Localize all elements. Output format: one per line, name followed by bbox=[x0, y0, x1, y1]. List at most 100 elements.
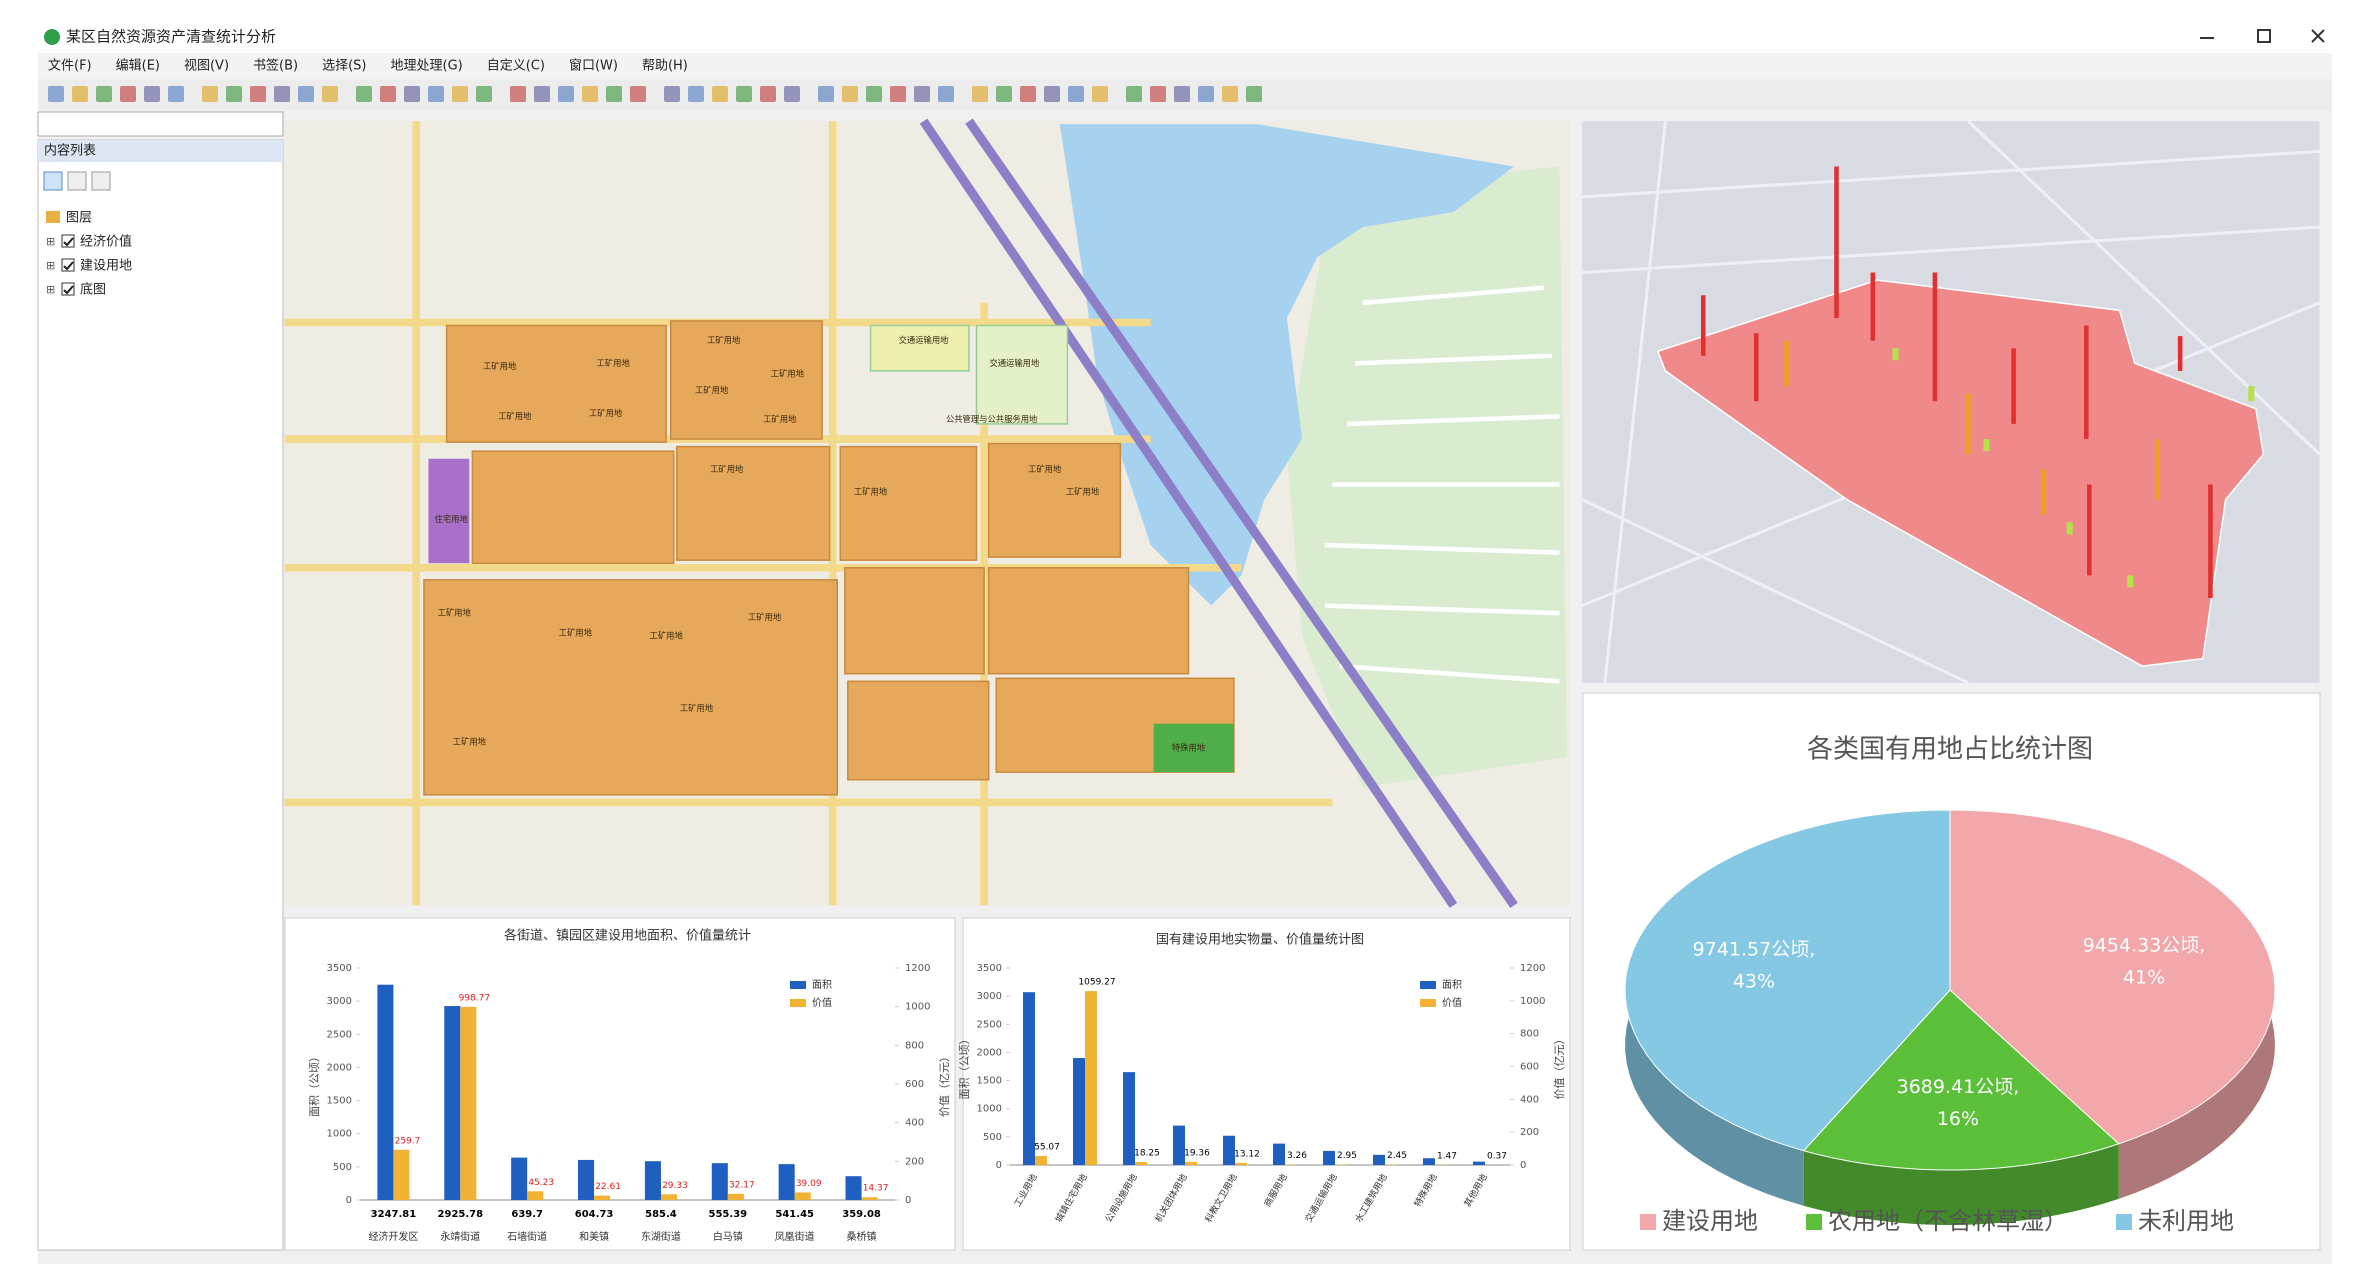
tool-button[interactable] bbox=[1222, 86, 1238, 102]
tool-button[interactable] bbox=[120, 86, 136, 102]
menu-item[interactable]: 地理处理(G) bbox=[391, 59, 463, 74]
pie-slice[interactable] bbox=[1624, 809, 1951, 1152]
toc-tab[interactable] bbox=[43, 171, 63, 191]
tool-button[interactable] bbox=[736, 86, 752, 102]
tool-button[interactable] bbox=[452, 86, 468, 102]
menu-item[interactable]: 窗口(W) bbox=[569, 58, 618, 74]
tool-button[interactable] bbox=[1246, 86, 1262, 102]
tool-button[interactable] bbox=[428, 86, 444, 102]
bar[interactable] bbox=[1285, 1164, 1297, 1165]
tool-button[interactable] bbox=[914, 86, 930, 102]
bar[interactable] bbox=[460, 1006, 477, 1200]
tool-button[interactable] bbox=[168, 86, 184, 102]
tool-button[interactable] bbox=[356, 86, 372, 102]
tool-button[interactable] bbox=[274, 86, 290, 102]
bar[interactable] bbox=[845, 1176, 862, 1200]
tool-button[interactable] bbox=[380, 86, 396, 102]
parcel[interactable] bbox=[471, 450, 675, 564]
tool-button[interactable] bbox=[890, 86, 906, 102]
bar[interactable] bbox=[778, 1164, 795, 1200]
menu-item[interactable]: 编辑(E) bbox=[116, 59, 160, 74]
tool-button[interactable] bbox=[784, 86, 800, 102]
tool-button[interactable] bbox=[938, 86, 954, 102]
tool-button[interactable] bbox=[712, 86, 728, 102]
bar[interactable] bbox=[1473, 1161, 1485, 1165]
bar[interactable] bbox=[377, 984, 394, 1200]
tool-button[interactable] bbox=[1068, 86, 1084, 102]
tool-button[interactable] bbox=[144, 86, 160, 102]
tool-button[interactable] bbox=[226, 86, 242, 102]
tool-button[interactable] bbox=[688, 86, 704, 102]
restore-button[interactable] bbox=[2257, 29, 2271, 43]
tool-button[interactable] bbox=[250, 86, 266, 102]
menu-item[interactable]: 视图(V) bbox=[184, 59, 229, 74]
bar[interactable] bbox=[1235, 1162, 1247, 1165]
bar[interactable] bbox=[1073, 1058, 1085, 1165]
tool-button[interactable] bbox=[630, 86, 646, 102]
tool-button[interactable] bbox=[1174, 86, 1190, 102]
pie-slice[interactable] bbox=[1949, 809, 2276, 1145]
parcel[interactable] bbox=[676, 445, 831, 561]
menu-item[interactable]: 书签(B) bbox=[253, 58, 298, 74]
tool-button[interactable] bbox=[664, 86, 680, 102]
tool-button[interactable] bbox=[72, 86, 88, 102]
tool-button[interactable] bbox=[48, 86, 64, 102]
tool-button[interactable] bbox=[760, 86, 776, 102]
bar[interactable] bbox=[1123, 1072, 1135, 1165]
bar[interactable] bbox=[1173, 1125, 1185, 1165]
tool-button[interactable] bbox=[322, 86, 338, 102]
menu-item[interactable]: 选择(S) bbox=[322, 59, 366, 74]
tool-button[interactable] bbox=[510, 86, 526, 102]
bar[interactable] bbox=[1273, 1143, 1285, 1165]
parcel[interactable] bbox=[844, 566, 985, 675]
tool-button[interactable] bbox=[842, 86, 858, 102]
parcel-transport[interactable] bbox=[975, 324, 1069, 425]
pie-slice[interactable] bbox=[1802, 989, 2120, 1171]
tool-button[interactable] bbox=[558, 86, 574, 102]
bar[interactable] bbox=[660, 1194, 677, 1200]
layer-name[interactable]: 建设用地 bbox=[80, 259, 132, 274]
tool-button[interactable] bbox=[866, 86, 882, 102]
tool-button[interactable] bbox=[606, 86, 622, 102]
tool-button[interactable] bbox=[1126, 86, 1142, 102]
parcel[interactable] bbox=[987, 442, 1122, 558]
bar[interactable] bbox=[1423, 1158, 1435, 1165]
layer-name[interactable]: 底图 bbox=[80, 282, 106, 298]
tool-button[interactable] bbox=[298, 86, 314, 102]
layer-name[interactable]: 图层 bbox=[66, 211, 92, 226]
parcel[interactable] bbox=[987, 566, 1190, 675]
bar[interactable] bbox=[393, 1149, 410, 1200]
tool-button[interactable] bbox=[1044, 86, 1060, 102]
bar[interactable] bbox=[1035, 1155, 1047, 1165]
parcel-special[interactable] bbox=[428, 458, 470, 564]
tool-button[interactable] bbox=[1198, 86, 1214, 102]
parcel-green[interactable] bbox=[1153, 723, 1234, 773]
parcel[interactable] bbox=[839, 445, 978, 561]
tool-button[interactable] bbox=[996, 86, 1012, 102]
tool-button[interactable] bbox=[534, 86, 550, 102]
bar[interactable] bbox=[511, 1157, 528, 1200]
tool-button[interactable] bbox=[404, 86, 420, 102]
bar[interactable] bbox=[1323, 1150, 1335, 1165]
parcel-transport[interactable] bbox=[869, 324, 970, 372]
bar[interactable] bbox=[1185, 1161, 1197, 1165]
bar[interactable] bbox=[794, 1192, 811, 1200]
close-button[interactable] bbox=[2311, 29, 2325, 43]
parcel[interactable] bbox=[847, 680, 990, 781]
bar[interactable] bbox=[594, 1195, 611, 1200]
bar[interactable] bbox=[711, 1163, 728, 1200]
bar[interactable] bbox=[578, 1159, 595, 1200]
bar[interactable] bbox=[861, 1197, 878, 1200]
parcel[interactable] bbox=[423, 579, 838, 796]
menu-item[interactable]: 文件(F) bbox=[48, 59, 92, 74]
parcel[interactable] bbox=[445, 324, 667, 443]
tool-button[interactable] bbox=[1020, 86, 1036, 102]
tool-button[interactable] bbox=[1150, 86, 1166, 102]
bar[interactable] bbox=[1085, 991, 1097, 1165]
menu-item[interactable]: 帮助(H) bbox=[642, 59, 688, 74]
toc-tab[interactable] bbox=[91, 171, 111, 191]
menu-item[interactable]: 自定义(C) bbox=[487, 59, 545, 74]
bar[interactable] bbox=[644, 1161, 661, 1200]
bar[interactable] bbox=[444, 1006, 461, 1200]
bar[interactable] bbox=[727, 1193, 744, 1200]
